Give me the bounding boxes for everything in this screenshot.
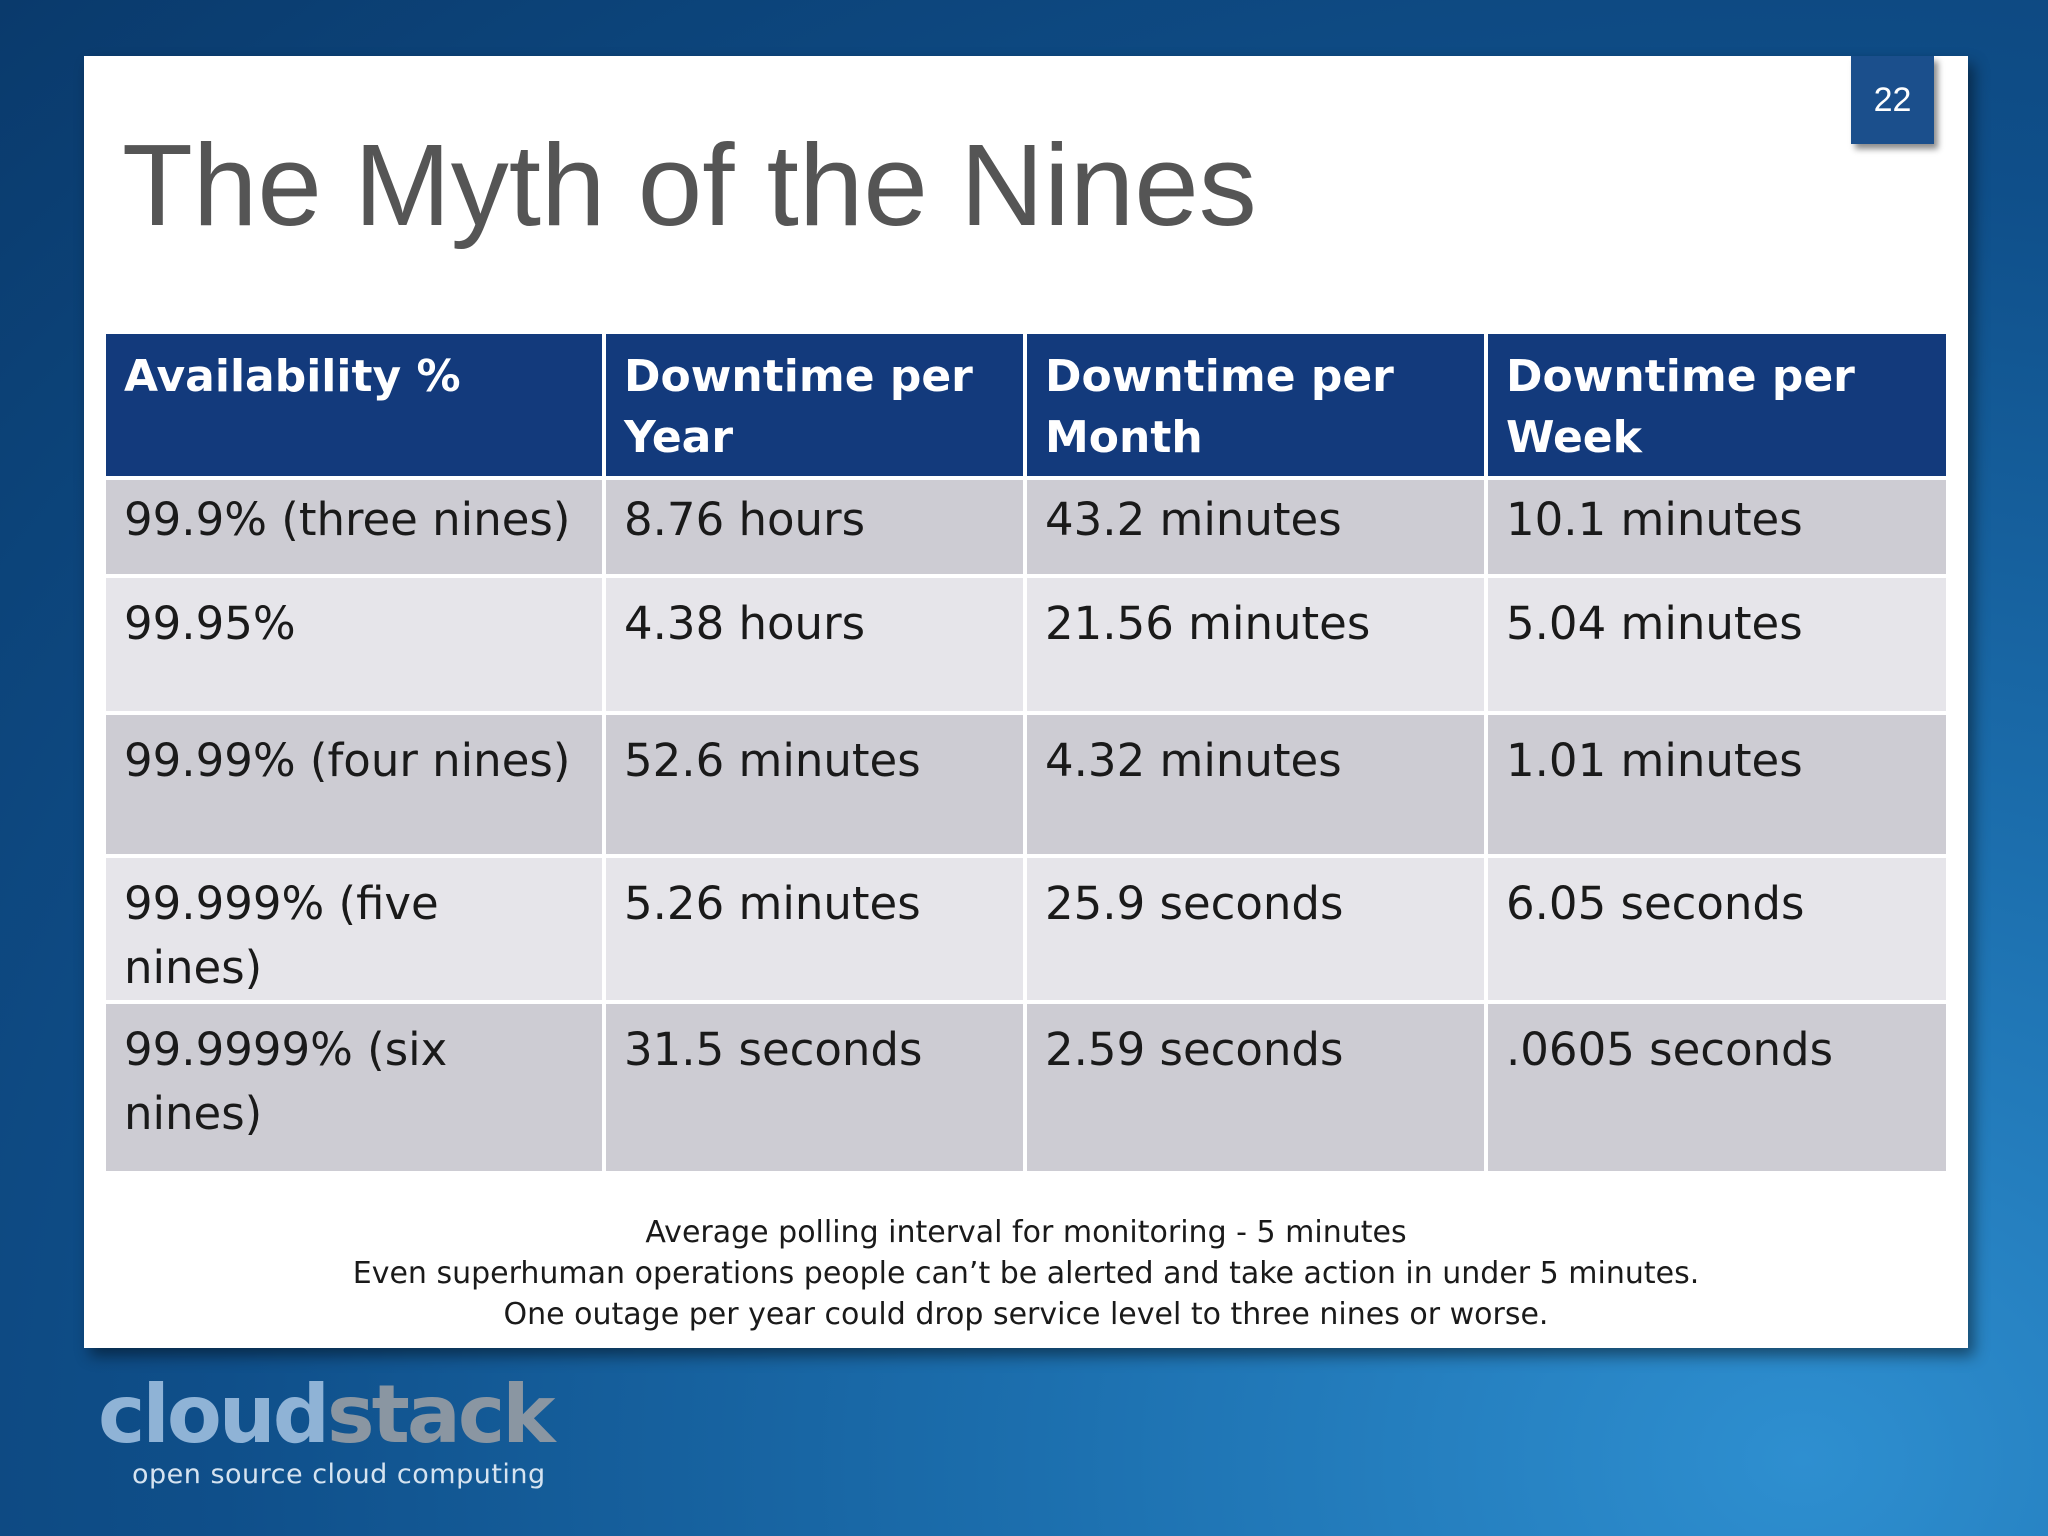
cloudstack-logo: cloudstack open source cloud computing xyxy=(98,1372,556,1502)
cell-downtime-year: 31.5 seconds xyxy=(602,1000,1027,1175)
table-header-row: Availability % Downtime per Year Downtim… xyxy=(102,330,1950,480)
header-availability: Availability % xyxy=(102,330,606,480)
note-line: Average polling interval for monitoring … xyxy=(645,1215,1407,1250)
cell-availability: 99.99% (four nines) xyxy=(102,711,606,858)
cell-downtime-week: 1.01 minutes xyxy=(1484,711,1950,858)
availability-table: Availability % Downtime per Year Downtim… xyxy=(102,330,1950,1175)
cell-availability: 99.9% (three nines) xyxy=(102,476,606,578)
note-line: One outage per year could drop service l… xyxy=(503,1297,1549,1332)
cell-downtime-year: 5.26 minutes xyxy=(602,854,1027,1004)
cell-downtime-week: 6.05 seconds xyxy=(1484,854,1950,1004)
table-row: 99.9999% (six nines) 31.5 seconds 2.59 s… xyxy=(102,1000,1950,1175)
page-number: 22 xyxy=(1851,56,1934,144)
cell-availability: 99.999% (five nines) xyxy=(102,854,606,1004)
cell-downtime-month: 25.9 seconds xyxy=(1023,854,1488,1004)
table-row: 99.999% (five nines) 5.26 minutes 25.9 s… xyxy=(102,854,1950,1004)
table-row: 99.95% 4.38 hours 21.56 minutes 5.04 min… xyxy=(102,574,1950,715)
note-line: Even superhuman operations people can’t … xyxy=(352,1256,1700,1291)
slide-notes: Average polling interval for monitoring … xyxy=(84,1212,1968,1335)
cell-downtime-year: 8.76 hours xyxy=(602,476,1027,578)
cell-downtime-week: .0605 seconds xyxy=(1484,1000,1950,1175)
logo-word-stack: stack xyxy=(327,1368,555,1461)
header-downtime-month: Downtime per Month xyxy=(1023,330,1488,480)
cell-downtime-month: 21.56 minutes xyxy=(1023,574,1488,715)
cell-downtime-year: 4.38 hours xyxy=(602,574,1027,715)
cell-downtime-month: 43.2 minutes xyxy=(1023,476,1488,578)
cell-downtime-month: 2.59 seconds xyxy=(1023,1000,1488,1175)
logo-word-cloud: cloud xyxy=(98,1368,330,1461)
logo-wordmark: cloudstack xyxy=(98,1372,556,1458)
table-row: 99.99% (four nines) 52.6 minutes 4.32 mi… xyxy=(102,711,1950,858)
cell-downtime-week: 10.1 minutes xyxy=(1484,476,1950,578)
slide-title: The Myth of the Nines xyxy=(122,120,1257,250)
table-row: 99.9% (three nines) 8.76 hours 43.2 minu… xyxy=(102,476,1950,578)
cell-availability: 99.9999% (six nines) xyxy=(102,1000,606,1175)
cell-downtime-week: 5.04 minutes xyxy=(1484,574,1950,715)
header-downtime-year: Downtime per Year xyxy=(602,330,1027,480)
logo-tagline: open source cloud computing xyxy=(132,1459,546,1490)
cell-availability: 99.95% xyxy=(102,574,606,715)
cell-downtime-month: 4.32 minutes xyxy=(1023,711,1488,858)
cell-downtime-year: 52.6 minutes xyxy=(602,711,1027,858)
header-downtime-week: Downtime per Week xyxy=(1484,330,1950,480)
